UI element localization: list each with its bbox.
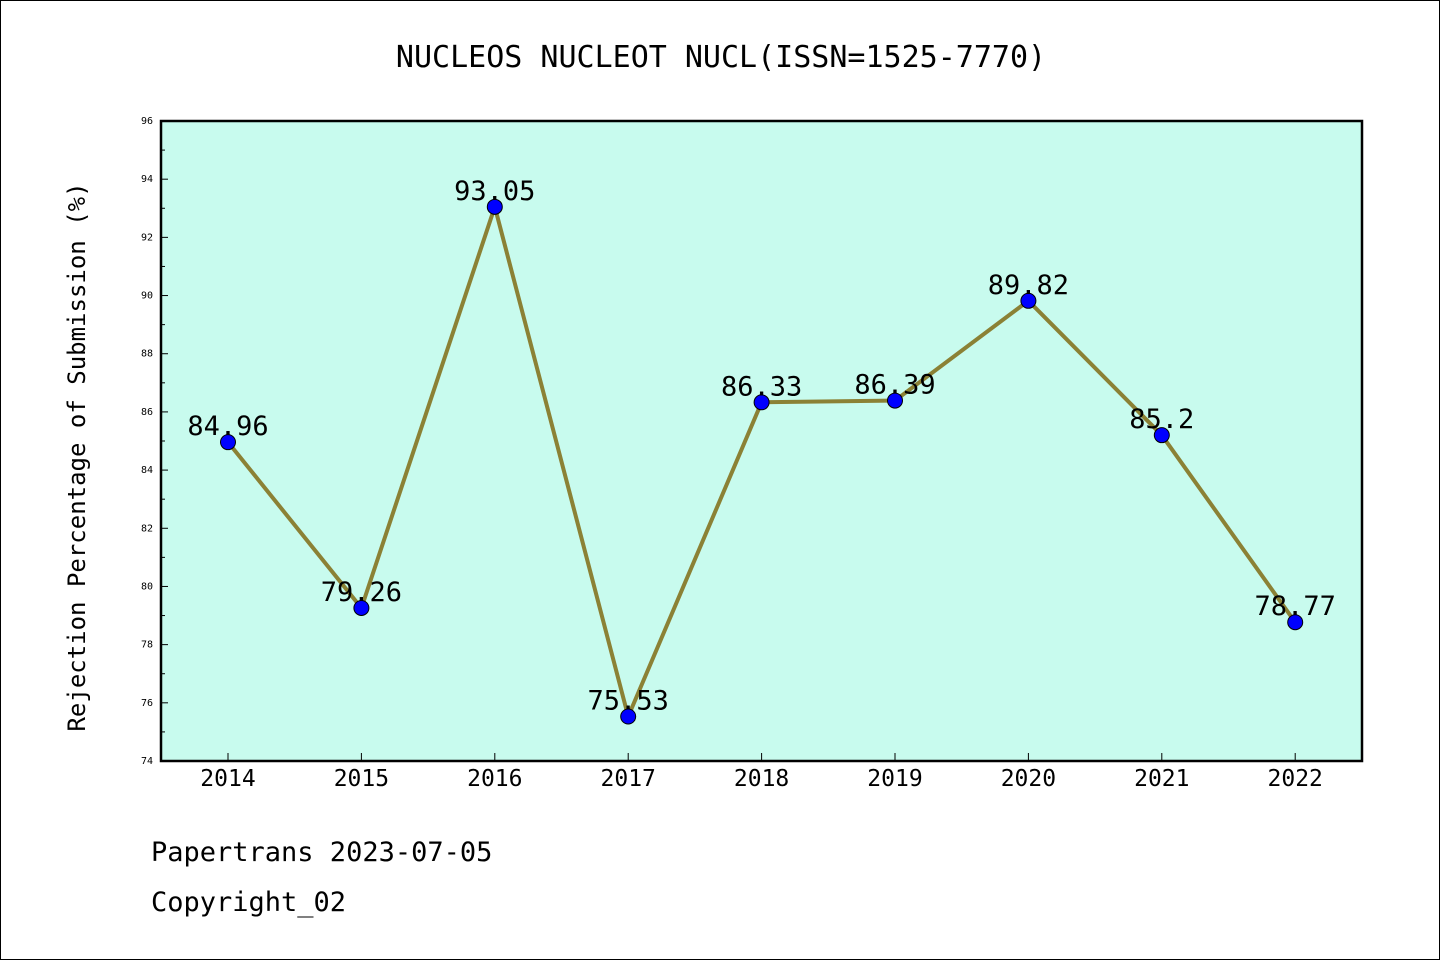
data-label: 89.82: [988, 270, 1069, 301]
data-point: [887, 392, 903, 409]
plot-area: [159, 119, 1364, 763]
y-tick-label: 74: [141, 756, 153, 767]
x-tick-label: 2021: [1134, 766, 1189, 792]
data-point: [1287, 614, 1304, 631]
y-tick-label: 78: [141, 640, 153, 651]
y-tick-label: 76: [141, 698, 153, 709]
data-point: [220, 434, 236, 451]
data-labels: 84.96 79.26 93.05 75.53 86.33 86.39 89.82 85.2 7…: [187, 176, 1335, 717]
y-tick-label: 84: [141, 465, 153, 476]
data-label: 86.39: [854, 370, 935, 401]
data-point: [1020, 292, 1037, 309]
x-tick-label: 2015: [334, 766, 389, 792]
data-point: [1153, 427, 1170, 444]
y-tick-label: 88: [141, 349, 153, 360]
x-tick-label: 2020: [1001, 766, 1056, 792]
data-label: 79.26: [321, 577, 402, 608]
data-label: 84.96: [187, 411, 268, 442]
y-tick-label: 96: [141, 116, 153, 127]
y-tick-label: 86: [141, 407, 153, 418]
footer-copyright: Copyright_02: [151, 887, 347, 918]
data-point: [620, 708, 637, 725]
series-line-group: [220, 198, 1304, 725]
data-point: [753, 394, 770, 411]
data-label: 75.53: [588, 685, 669, 716]
x-tick-label: 2014: [200, 766, 255, 792]
x-tick-label: 2018: [734, 766, 789, 792]
footer-date-line: Papertrans 2023-07-05: [151, 837, 493, 868]
x-tick-label: 2019: [867, 766, 922, 792]
data-point: [353, 599, 370, 616]
x-tick-label: 2017: [601, 766, 656, 792]
data-label: 86.33: [721, 371, 802, 402]
y-tick-label: 80: [141, 581, 153, 592]
x-axis-ticks: 2014 2015 2016 2017 2018 2019 2020 2021 2022: [200, 753, 1323, 792]
y-tick-label: 90: [141, 291, 153, 302]
x-tick-label: 2022: [1268, 766, 1323, 792]
y-tick-label: 92: [141, 232, 153, 243]
y-tick-label: 94: [141, 174, 153, 185]
data-label: 78.77: [1255, 591, 1336, 622]
y-axis-label: Rejection Percentage of Submission (%): [63, 182, 91, 731]
data-label: 85.2: [1129, 404, 1194, 435]
y-tick-label: 82: [141, 523, 153, 534]
y-axis-ticks: 74 76 78 80 82 84 86 88 90 92 94 96: [141, 116, 168, 767]
data-label: 93.05: [454, 176, 535, 207]
data-point: [486, 198, 503, 215]
chart-title: NUCLEOS NUCLEOT NUCL(ISSN=1525-7770): [396, 40, 1046, 75]
x-tick-label: 2016: [467, 766, 522, 792]
